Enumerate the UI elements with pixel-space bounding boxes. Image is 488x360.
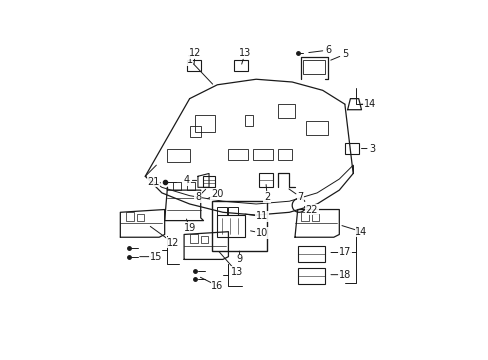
Text: 2: 2 xyxy=(264,192,270,202)
Bar xyxy=(228,207,238,215)
Text: 19: 19 xyxy=(183,222,195,233)
Text: 7: 7 xyxy=(297,192,303,202)
Text: 16: 16 xyxy=(211,281,223,291)
Bar xyxy=(189,234,198,243)
Bar xyxy=(217,207,226,215)
Bar xyxy=(244,115,253,126)
Text: 10: 10 xyxy=(255,228,267,238)
Bar xyxy=(189,126,200,138)
Text: 4: 4 xyxy=(183,175,189,185)
Text: 6: 6 xyxy=(325,45,330,55)
Text: 20: 20 xyxy=(211,189,223,199)
Text: 18: 18 xyxy=(338,270,350,280)
Bar xyxy=(253,149,272,159)
Text: 12: 12 xyxy=(166,238,179,248)
Text: 22: 22 xyxy=(305,204,317,215)
Bar xyxy=(125,212,134,221)
Bar xyxy=(278,104,294,118)
Bar xyxy=(259,174,272,187)
Text: 14: 14 xyxy=(355,227,367,237)
Bar xyxy=(303,60,325,74)
Bar xyxy=(195,115,214,132)
Bar xyxy=(137,214,143,221)
Bar xyxy=(297,268,325,284)
Text: 13: 13 xyxy=(239,48,251,58)
Text: 13: 13 xyxy=(230,267,243,277)
Text: 15: 15 xyxy=(150,252,162,262)
Bar xyxy=(217,215,244,237)
Text: 3: 3 xyxy=(369,144,375,153)
Bar xyxy=(278,149,292,159)
Text: 8: 8 xyxy=(195,192,201,202)
Bar xyxy=(167,149,189,162)
Text: 12: 12 xyxy=(188,48,201,58)
Bar xyxy=(297,246,325,262)
Bar xyxy=(211,201,267,251)
Bar xyxy=(344,143,358,154)
Bar xyxy=(173,182,181,190)
Bar xyxy=(228,149,247,159)
Bar xyxy=(233,60,247,71)
Text: 14: 14 xyxy=(363,99,375,109)
Bar xyxy=(311,214,318,221)
Text: 1: 1 xyxy=(186,55,192,65)
Text: 9: 9 xyxy=(236,255,242,264)
Bar xyxy=(305,121,327,135)
Bar xyxy=(186,182,195,190)
Bar xyxy=(300,212,308,221)
Bar xyxy=(203,176,214,187)
Bar xyxy=(200,236,207,243)
Text: 5: 5 xyxy=(341,49,347,59)
Text: 11: 11 xyxy=(255,211,267,221)
Text: 17: 17 xyxy=(338,247,350,257)
Bar xyxy=(186,60,200,71)
Text: 21: 21 xyxy=(147,177,160,187)
